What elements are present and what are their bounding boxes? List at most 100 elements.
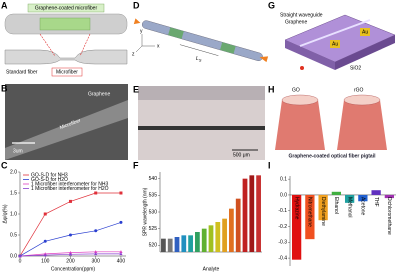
y-tick-label: 530 — [149, 209, 158, 215]
x-tick-label: 0 — [19, 258, 22, 264]
y-tick-label: 0.0 — [280, 192, 287, 198]
y-tick-label: 0.0 — [10, 253, 17, 259]
y-tick-label: 2.0 — [10, 169, 17, 175]
y-tick-label: 0.1 — [280, 176, 287, 182]
legend-label: GO-S-D for NH3 — [31, 172, 68, 178]
y-tick-label: -0.3 — [278, 240, 287, 246]
bar — [181, 235, 187, 252]
panel-letter: H — [268, 84, 275, 94]
axis — [135, 45, 143, 53]
y-axis-label: SPR wavelength (nm) — [142, 187, 148, 236]
label: Standard fiber — [6, 69, 38, 75]
bar — [195, 232, 200, 252]
x-axis-label: Analyte — [203, 266, 220, 272]
marker — [68, 252, 73, 256]
x-tick-label: 300 — [92, 258, 101, 264]
marker — [43, 239, 47, 243]
bar — [384, 194, 395, 199]
y-tick-label: 525 — [149, 226, 158, 232]
label: Microfiber — [56, 69, 78, 75]
fiber-end — [281, 94, 319, 106]
label: GO — [292, 87, 300, 93]
bar — [242, 178, 248, 252]
panel-g: G Straight waveguide Graphene Au Au SiO2 — [268, 0, 396, 71]
marker — [119, 191, 123, 195]
panel-letter: I — [268, 160, 271, 170]
bar — [235, 198, 241, 252]
marker — [18, 254, 22, 258]
bar — [208, 225, 214, 252]
bar — [358, 194, 368, 202]
bar — [161, 238, 166, 252]
marker — [43, 253, 47, 257]
coating — [168, 27, 184, 39]
marker — [68, 233, 72, 237]
y-axis-label: Δφ/φ(%) — [2, 204, 8, 223]
bar — [305, 194, 315, 240]
coating — [220, 42, 236, 54]
bar — [167, 238, 173, 252]
caption: Graphene-coated optical fiber pigtail — [289, 153, 377, 159]
bar — [215, 222, 221, 252]
panel-e: E 500 μm — [133, 84, 265, 160]
bar — [318, 194, 328, 221]
subscript: S — [199, 58, 202, 63]
label: 3um — [13, 148, 23, 154]
y-tick-label: 520 — [149, 243, 158, 249]
marker — [68, 250, 73, 254]
x-tick-label: 100 — [41, 258, 50, 264]
panel-b: B Graphene Microfiber 3um — [1, 83, 128, 160]
y-tick-label: 1.5 — [10, 190, 17, 196]
category-label: Hydrazine — [293, 197, 299, 220]
y-tick-label: -0.2 — [278, 224, 287, 230]
light-dot — [300, 66, 304, 70]
bar — [344, 194, 355, 203]
pigtail — [275, 100, 325, 150]
marker — [68, 199, 72, 203]
chip-side — [335, 35, 395, 70]
marker — [94, 229, 98, 233]
bar — [222, 218, 227, 252]
bar — [174, 237, 180, 252]
bar — [291, 194, 302, 260]
panel-letter: D — [133, 0, 140, 10]
zoom-line — [39, 33, 56, 57]
label: Au — [332, 41, 338, 47]
category-label: Methanol — [346, 197, 352, 218]
chip-side — [285, 40, 335, 70]
panel-letter: B — [1, 83, 8, 93]
label: Straight waveguide — [280, 12, 323, 18]
label: Graphene — [88, 91, 110, 97]
axis-label: y — [140, 28, 143, 34]
bar — [249, 175, 255, 252]
panel-letter: E — [133, 84, 139, 94]
bar — [371, 190, 381, 195]
marker — [119, 250, 123, 253]
x-tick-label: 400 — [117, 258, 126, 264]
panel-letter: A — [1, 0, 8, 10]
label: 500 μm — [233, 152, 250, 158]
label: Graphene — [285, 19, 307, 25]
marker — [43, 212, 47, 216]
y-tick-label: 1.0 — [10, 211, 17, 217]
y-tick-label: 540 — [149, 176, 158, 182]
microfiber — [138, 126, 265, 130]
axis-label: x — [157, 43, 160, 49]
y-tick-label: -0.1 — [278, 208, 287, 214]
x-tick-label: 200 — [66, 258, 75, 264]
graphene-coating — [39, 17, 91, 31]
y-tick-label: -0.4 — [278, 255, 287, 261]
taper — [4, 49, 128, 65]
pigtail — [337, 100, 387, 150]
legend-label: GO-S-D for H2O — [31, 177, 68, 183]
marker — [94, 191, 98, 195]
panel-letter: G — [268, 0, 275, 10]
category-label: Diethylamine — [320, 197, 326, 226]
electrode — [330, 40, 340, 48]
label: SiO2 — [350, 65, 361, 71]
bar — [229, 208, 234, 252]
axis-label: z — [132, 51, 135, 57]
bar — [201, 228, 207, 252]
zoom-line — [79, 33, 91, 57]
x-axis-label: Concentration(ppm) — [51, 266, 96, 272]
